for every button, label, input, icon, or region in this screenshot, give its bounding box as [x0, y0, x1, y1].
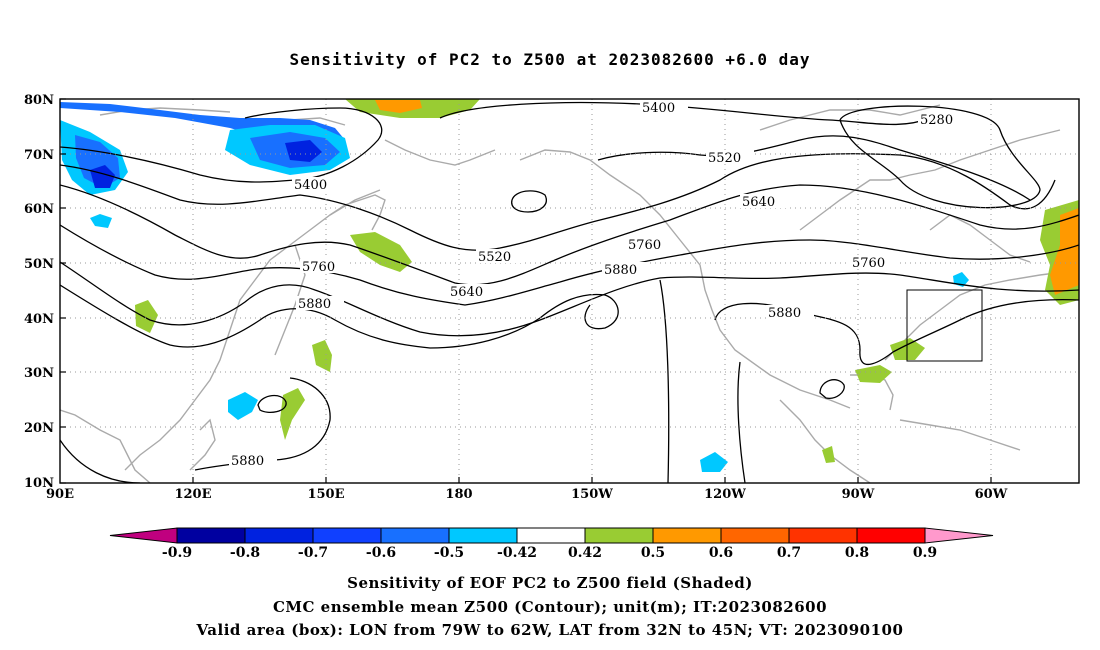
page-title: Sensitivity of PC2 to Z500 at 2023082600… — [289, 50, 811, 69]
colorbar-swatch — [380, 527, 450, 544]
colorbar-tick-label: -0.6 — [366, 545, 396, 561]
colorbar-swatch — [652, 527, 722, 544]
lon-tick-label: 150E — [307, 487, 344, 502]
colorbar-swatch — [244, 527, 314, 544]
contour-label: 5400 — [294, 178, 327, 193]
lat-tick-label: 10N — [24, 476, 54, 491]
lon-tick-label: 180 — [445, 487, 472, 502]
colorbar-swatch — [856, 527, 926, 544]
colorbar-swatch — [788, 527, 858, 544]
colorbar-tick-label: 0.8 — [845, 545, 869, 561]
lat-tick-label: 30N — [24, 366, 54, 381]
lon-tick-label: 60W — [975, 487, 1008, 502]
shaded-regions — [60, 99, 1079, 472]
contour-label: 5760 — [852, 256, 885, 271]
colorbar-swatch — [584, 527, 654, 544]
lat-tick-label: 50N — [24, 257, 54, 272]
colorbar-tick-label: -0.5 — [434, 545, 464, 561]
valid-area-box — [906, 289, 983, 362]
contour-label: 5280 — [920, 113, 953, 128]
colorbar-tick-label: 0.7 — [777, 545, 801, 561]
colorbar-swatch — [312, 527, 382, 544]
lat-tick-label: 70N — [24, 148, 54, 163]
contour-label: 5520 — [478, 250, 511, 265]
caption-valid-area: Valid area (box): LON from 79W to 62W, L… — [196, 621, 904, 639]
lon-tick-label: 90W — [842, 487, 875, 502]
z500-contours — [60, 101, 1079, 483]
lat-tick-label: 20N — [24, 421, 54, 436]
contour-label: 5760 — [628, 238, 661, 253]
colorbar-tick-label: -0.9 — [162, 545, 192, 561]
caption-contour: CMC ensemble mean Z500 (Contour); unit(m… — [272, 598, 828, 616]
contour-label: 5880 — [298, 297, 331, 312]
tick-marks — [60, 98, 992, 484]
lon-tick-label: 150W — [571, 487, 613, 502]
contour-label: 5400 — [642, 101, 675, 116]
colorbar-swatch — [516, 527, 586, 544]
colorbar-tick-label: -0.7 — [298, 545, 328, 561]
lon-tick-label: 120W — [704, 487, 746, 502]
lon-axis: 90E 120E 150E 180 150W 120W 90W 60W — [46, 487, 1008, 502]
colorbar-tick-label: -0.8 — [230, 545, 260, 561]
plot-frame — [59, 98, 1080, 484]
contour-label-group: 5400 5280 5520 5400 5640 5520 5760 5640 … — [229, 100, 966, 469]
colorbar-tick-label: -0.42 — [497, 545, 537, 561]
contour-label: 5520 — [708, 151, 741, 166]
colorbar-tick-label: 0.9 — [913, 545, 937, 561]
colorbar-tick-label: 0.6 — [709, 545, 733, 561]
contour-label: 5640 — [450, 285, 483, 300]
contour-label: 5760 — [302, 260, 335, 275]
lat-tick-label: 60N — [24, 202, 54, 217]
colorbar-swatch — [720, 527, 790, 544]
contour-label: 5880 — [768, 306, 801, 321]
lat-tick-label: 80N — [24, 93, 54, 108]
gridlines — [60, 99, 1079, 483]
contour-label: 5880 — [231, 454, 264, 469]
colorbar: -0.9 -0.8 -0.7 -0.6 -0.5 -0.42 0.42 0.5 0.6 0.7 0.… — [109, 527, 994, 561]
contour-label: 5880 — [604, 263, 637, 278]
colorbar-tick-label: 0.5 — [641, 545, 665, 561]
coastlines — [60, 104, 1079, 483]
lon-tick-label: 120E — [174, 487, 211, 502]
lon-tick-label: 90E — [46, 487, 74, 502]
colorbar-swatch — [176, 527, 246, 544]
colorbar-swatch — [448, 527, 518, 544]
lat-tick-label: 40N — [24, 312, 54, 327]
colorbar-high-triangle — [924, 527, 994, 544]
colorbar-tick-label: 0.42 — [568, 545, 602, 561]
caption-shaded: Sensitivity of EOF PC2 to Z500 field (Sh… — [347, 574, 753, 592]
contour-label: 5640 — [742, 195, 775, 210]
lat-axis: 80N 70N 60N 50N 40N 30N 20N 10N — [24, 93, 54, 491]
colorbar-low-triangle — [109, 527, 178, 544]
